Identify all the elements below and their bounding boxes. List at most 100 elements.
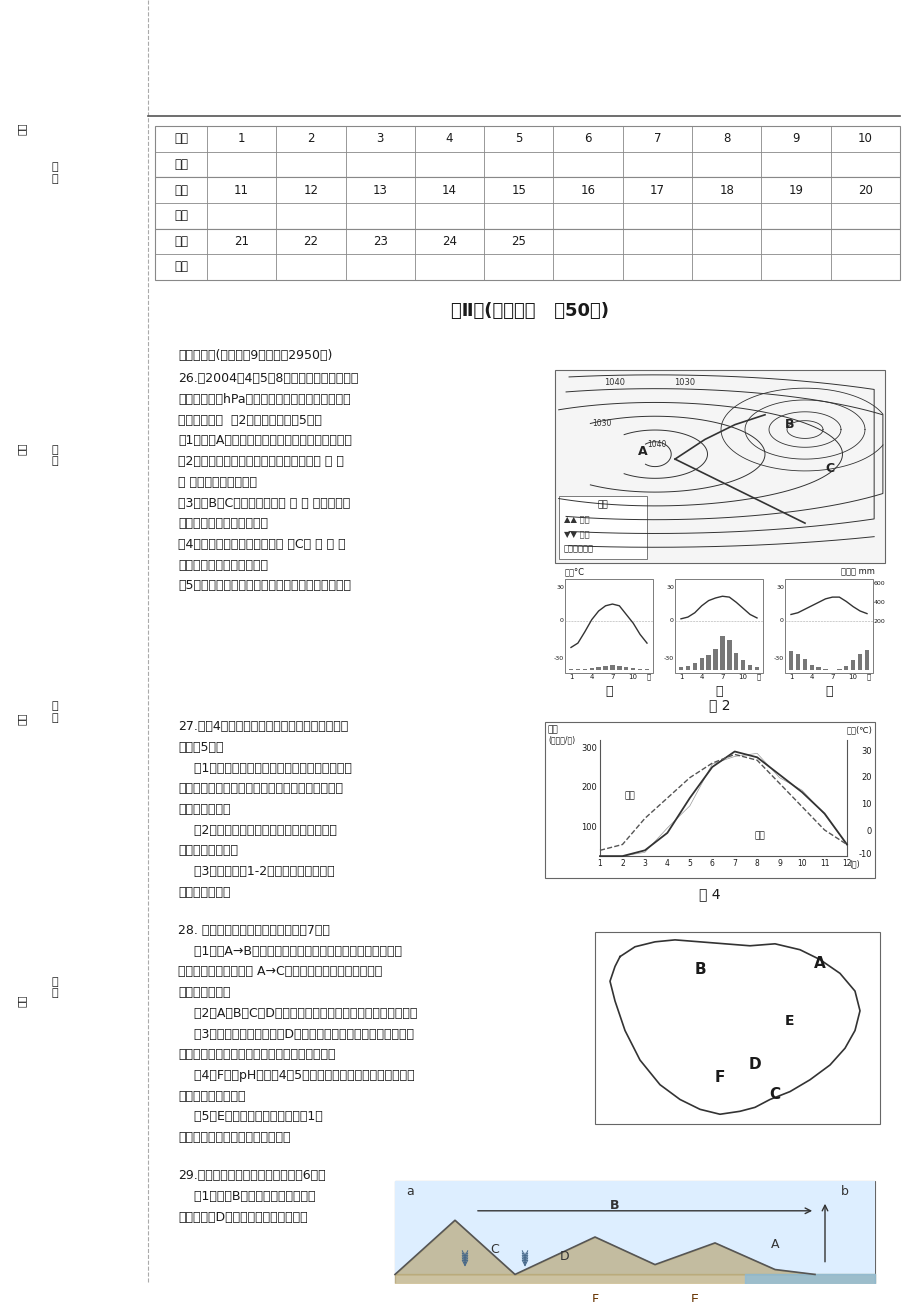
Text: 600: 600	[873, 582, 885, 586]
Text: ＿＿＿＿＿＿。: ＿＿＿＿＿＿。	[177, 885, 231, 898]
Text: 姓名: 姓名	[17, 443, 27, 456]
Text: (月): (月)	[848, 859, 858, 868]
Text: 有密切的关系。: 有密切的关系。	[177, 803, 231, 816]
Text: 气的是＿＿＿＿＿＿＿地；: 气的是＿＿＿＿＿＿＿地；	[177, 517, 267, 530]
Text: 10: 10	[738, 674, 747, 680]
Text: 19: 19	[788, 184, 802, 197]
Bar	[630, 668, 635, 671]
Text: 防御干旱的有效措施＿＿＿＿＿＿: 防御干旱的有效措施＿＿＿＿＿＿	[177, 1131, 290, 1144]
Text: 10: 10	[628, 674, 637, 680]
Text: 山山云系范围: 山山云系范围	[563, 544, 594, 553]
Text: 16: 16	[580, 184, 595, 197]
Text: 2: 2	[307, 133, 314, 146]
Text: 月: 月	[756, 674, 760, 681]
Bar	[809, 664, 813, 671]
Text: 24: 24	[441, 234, 457, 247]
Bar	[685, 665, 689, 671]
Bar	[801, 659, 806, 671]
Text: 图 2: 图 2	[709, 698, 730, 712]
Text: ▲▲ 暖锋: ▲▲ 暖锋	[563, 516, 589, 525]
Text: 30: 30	[776, 585, 783, 590]
Text: 27.读图4《河水流量变化示意图》，回答下列问: 27.读图4《河水流量变化示意图》，回答下列问	[177, 720, 348, 733]
Text: 月: 月	[866, 674, 870, 681]
Text: 7: 7	[720, 674, 724, 680]
Text: 18: 18	[719, 184, 733, 197]
Text: E: E	[785, 1014, 794, 1027]
Text: 1: 1	[788, 674, 792, 680]
Bar	[843, 665, 847, 671]
Text: -30: -30	[553, 656, 563, 660]
Text: 姓
名: 姓 名	[51, 444, 58, 466]
Bar	[544, 723, 874, 878]
Text: C: C	[490, 1243, 499, 1256]
Bar	[154, 229, 899, 280]
Text: 输送环节，D表示＿＿＿＿＿＿环节。: 输送环节，D表示＿＿＿＿＿＿环节。	[177, 1211, 307, 1224]
Text: 200: 200	[581, 784, 596, 792]
Text: 选项: 选项	[174, 210, 187, 223]
Text: A: A	[638, 445, 647, 458]
Text: 1040: 1040	[604, 379, 625, 387]
Text: 征的是＿＿＿＿＿＿＿图。: 征的是＿＿＿＿＿＿＿图。	[177, 559, 267, 572]
Text: 气温°C: 气温°C	[564, 568, 584, 577]
Text: 题号: 题号	[174, 184, 187, 197]
Text: 是＿＿＿＿＿。: 是＿＿＿＿＿。	[177, 986, 231, 999]
Text: 乙: 乙	[714, 685, 722, 698]
Bar	[754, 667, 758, 671]
Text: 二、综合题(本大题兲9小题，共2950分): 二、综合题(本大题兲9小题，共2950分)	[177, 349, 332, 362]
Text: 选项: 选项	[174, 158, 187, 171]
Text: 1030: 1030	[592, 419, 611, 428]
Bar	[726, 641, 731, 671]
Text: C: C	[768, 1087, 779, 1101]
Text: （5）E地是干旱多发地区，举出1项: （5）E地是干旱多发地区，举出1项	[177, 1111, 323, 1124]
Text: -30: -30	[773, 656, 783, 660]
Bar	[589, 668, 594, 671]
Text: （2）这条河流的丰水期在＿＿季，原因是: （2）这条河流的丰水期在＿＿季，原因是	[177, 824, 336, 837]
Bar	[733, 654, 738, 671]
Bar	[712, 648, 717, 671]
Text: A: A	[813, 956, 825, 971]
Text: 17: 17	[649, 184, 664, 197]
Text: 6: 6	[584, 133, 591, 146]
Text: 甲: 甲	[605, 685, 612, 698]
Bar	[784, 579, 872, 673]
Text: -30: -30	[664, 656, 674, 660]
Text: （1）根据图中提供的信息判断，这条河流是以: （1）根据图中提供的信息判断，这条河流是以	[177, 762, 351, 775]
Bar	[864, 650, 868, 671]
Text: 5: 5	[515, 133, 522, 146]
Text: 异；决定陆地自然带从 A→C的地域分异规律最主要的因素: 异；决定陆地自然带从 A→C的地域分异规律最主要的因素	[177, 966, 381, 979]
Text: 5: 5	[686, 859, 691, 868]
Text: 流量: 流量	[754, 831, 765, 840]
Text: 4: 4	[664, 859, 669, 868]
Bar	[394, 1181, 874, 1275]
Text: 11: 11	[819, 859, 828, 868]
Text: 7: 7	[732, 859, 736, 868]
Text: 4: 4	[809, 674, 813, 680]
Text: F: F	[591, 1293, 598, 1302]
Text: 30: 30	[665, 585, 674, 590]
Text: 0: 0	[779, 618, 783, 624]
Text: 20: 20	[860, 773, 871, 783]
Text: 0: 0	[560, 618, 563, 624]
Bar	[675, 579, 762, 673]
Text: 25: 25	[511, 234, 526, 247]
Text: 考
场: 考 场	[51, 700, 58, 723]
Text: 13: 13	[372, 184, 387, 197]
Bar	[795, 654, 800, 671]
Text: 1040: 1040	[647, 440, 666, 449]
Text: （3）该河流在1-2月完全断流的原因是: （3）该河流在1-2月完全断流的原因是	[177, 865, 335, 878]
Text: 6: 6	[709, 859, 714, 868]
Text: 100: 100	[581, 823, 596, 832]
Text: 是＿＿＿＿型酸雨。: 是＿＿＿＿型酸雨。	[177, 1090, 245, 1103]
Bar	[720, 637, 724, 671]
Text: 9: 9	[777, 859, 781, 868]
Text: 300: 300	[581, 743, 596, 753]
Text: （1）此时A地的天气特点是＿＿＿＿＿＿＿＿＿；: （1）此时A地的天气特点是＿＿＿＿＿＿＿＿＿；	[177, 435, 351, 448]
Text: 23: 23	[372, 234, 387, 247]
Bar	[564, 579, 652, 673]
Text: 26.读2004年4月5日8时》锋面气旋天气图「: 26.读2004年4月5日8时》锋面气旋天气图「	[177, 372, 358, 385]
Bar	[394, 1181, 874, 1302]
Text: 学校: 学校	[17, 995, 27, 1006]
Bar	[678, 667, 683, 671]
Text: B: B	[694, 962, 705, 976]
Bar	[623, 668, 628, 671]
